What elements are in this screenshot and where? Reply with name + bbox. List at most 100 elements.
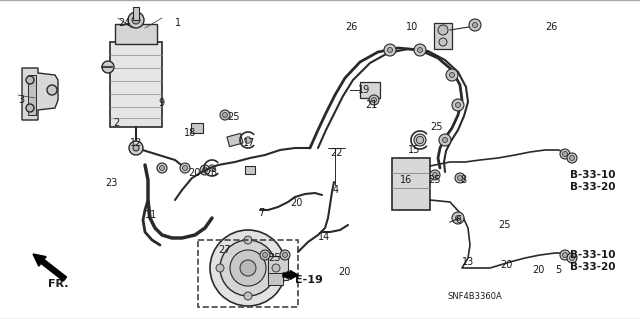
Circle shape — [560, 149, 570, 159]
Text: B-33-20: B-33-20 — [570, 182, 616, 192]
Text: 15: 15 — [408, 145, 420, 155]
Circle shape — [230, 250, 266, 286]
Circle shape — [384, 44, 396, 56]
Bar — [245, 166, 255, 174]
Text: 16: 16 — [400, 175, 412, 185]
Circle shape — [570, 256, 575, 261]
Text: 24: 24 — [118, 18, 131, 28]
Bar — [392, 158, 430, 210]
Circle shape — [563, 152, 568, 157]
Circle shape — [244, 292, 252, 300]
Text: 20: 20 — [338, 267, 350, 277]
Bar — [110, 42, 162, 127]
Text: 20: 20 — [188, 168, 200, 178]
Circle shape — [433, 173, 438, 177]
Text: 25: 25 — [268, 253, 280, 263]
Circle shape — [452, 99, 464, 111]
Circle shape — [128, 12, 144, 28]
Bar — [227, 133, 243, 147]
Circle shape — [449, 72, 454, 78]
Circle shape — [438, 25, 448, 35]
Text: 11: 11 — [145, 210, 157, 220]
Text: 17: 17 — [243, 138, 255, 148]
Circle shape — [102, 61, 114, 73]
Text: 8: 8 — [210, 168, 216, 178]
Circle shape — [159, 166, 164, 170]
Circle shape — [280, 250, 290, 260]
Text: 20: 20 — [290, 198, 302, 208]
Circle shape — [417, 48, 422, 53]
Circle shape — [244, 236, 252, 244]
Circle shape — [262, 253, 268, 257]
Circle shape — [387, 48, 392, 53]
Circle shape — [560, 250, 570, 260]
Bar — [115, 24, 157, 44]
Text: 26: 26 — [345, 22, 357, 32]
Polygon shape — [28, 75, 36, 115]
Circle shape — [220, 240, 276, 296]
Circle shape — [469, 19, 481, 31]
Text: FR.: FR. — [48, 279, 68, 289]
Circle shape — [240, 260, 256, 276]
Text: 21: 21 — [365, 100, 378, 110]
Circle shape — [446, 69, 458, 81]
Text: 1: 1 — [175, 18, 181, 28]
Bar — [198, 240, 298, 307]
Text: 18: 18 — [184, 128, 196, 138]
Text: B-33-10: B-33-10 — [570, 250, 616, 260]
Text: B-33-10: B-33-10 — [570, 170, 616, 180]
Text: 20: 20 — [532, 265, 545, 275]
Text: 25: 25 — [227, 112, 239, 122]
Circle shape — [272, 264, 280, 272]
Text: 26: 26 — [545, 22, 557, 32]
Text: 8: 8 — [460, 175, 466, 185]
Circle shape — [452, 212, 464, 224]
Circle shape — [200, 165, 210, 175]
Text: 20: 20 — [500, 260, 513, 270]
Text: 2: 2 — [113, 118, 119, 128]
Circle shape — [458, 175, 463, 181]
Circle shape — [369, 95, 379, 105]
Bar — [268, 256, 288, 280]
Circle shape — [157, 163, 167, 173]
Circle shape — [563, 253, 568, 257]
Circle shape — [414, 134, 426, 146]
Circle shape — [456, 102, 461, 108]
Circle shape — [567, 253, 577, 263]
Text: B-33-20: B-33-20 — [570, 262, 616, 272]
Bar — [360, 82, 380, 98]
Text: 27: 27 — [218, 245, 230, 255]
Circle shape — [567, 153, 577, 163]
Circle shape — [245, 137, 251, 143]
Circle shape — [417, 137, 424, 144]
Text: 19: 19 — [358, 85, 371, 95]
Bar — [191, 123, 203, 133]
Circle shape — [182, 166, 188, 170]
Text: 25: 25 — [430, 122, 442, 132]
Bar — [268, 273, 283, 285]
Bar — [133, 7, 139, 20]
Text: 10: 10 — [406, 22, 419, 32]
Text: 23: 23 — [105, 178, 117, 188]
Circle shape — [26, 76, 34, 84]
Circle shape — [455, 173, 465, 183]
Text: 3: 3 — [18, 95, 24, 105]
Polygon shape — [22, 68, 58, 120]
Circle shape — [414, 44, 426, 56]
Text: 22: 22 — [330, 148, 342, 158]
Circle shape — [472, 23, 477, 27]
Circle shape — [439, 38, 447, 46]
Text: 25: 25 — [428, 175, 440, 185]
Circle shape — [26, 104, 34, 112]
Text: SNF4B3360A: SNF4B3360A — [448, 292, 503, 301]
Circle shape — [133, 145, 139, 151]
Text: 12: 12 — [130, 138, 142, 148]
FancyArrow shape — [33, 254, 67, 281]
Text: 13: 13 — [462, 257, 474, 267]
Circle shape — [430, 170, 440, 180]
Text: 4: 4 — [333, 185, 339, 195]
Text: 25: 25 — [498, 220, 511, 230]
Circle shape — [129, 141, 143, 155]
Text: E-19: E-19 — [295, 275, 323, 285]
Circle shape — [223, 113, 227, 117]
